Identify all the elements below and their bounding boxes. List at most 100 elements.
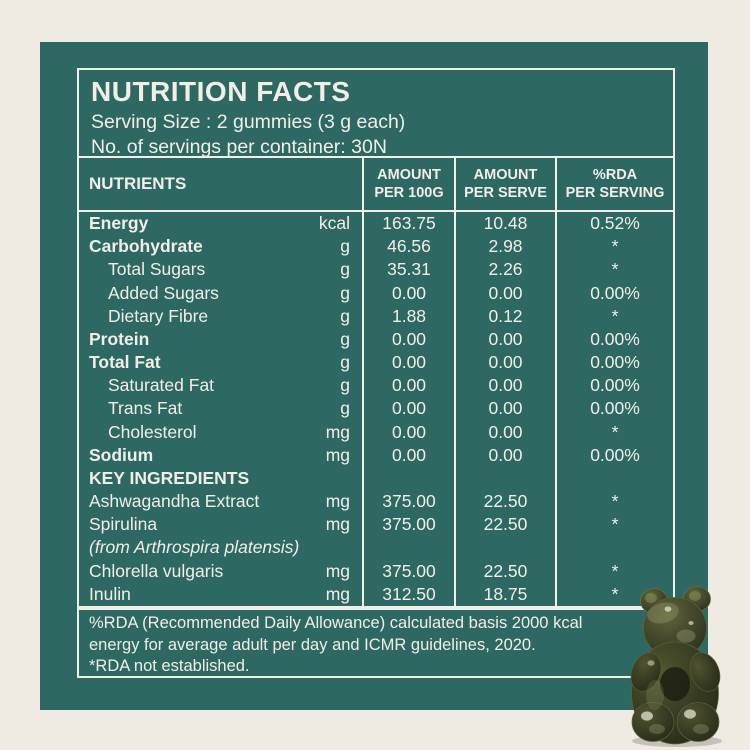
footnote-line: *RDA not established. — [89, 657, 250, 675]
nutrient-name: Added Sugars — [108, 282, 219, 303]
table-row: Sodium mg 0.00 0.00 0.00% — [79, 443, 673, 467]
nutrient-name: Saturated Fat — [108, 375, 215, 396]
value-per-serve: 22.50 — [454, 490, 555, 514]
column-header-nutrients: NUTRIENTS — [89, 174, 187, 193]
nutrient-name-cell: Energy kcal — [79, 212, 362, 235]
nutrient-name-cell: Dietary Fibre g — [79, 305, 362, 328]
table-row: Ashwagandha Extract mg 375.00 22.50 * — [79, 490, 673, 514]
value-rda: * — [555, 559, 673, 583]
value-rda: 0.00% — [555, 443, 673, 467]
rda-footnote: %RDA (Recommended Daily Allowance) calcu… — [77, 608, 675, 678]
table-header-row: NUTRIENTS AMOUNT PER 100G AMOUNT PER SER… — [79, 158, 673, 212]
nutrient-name: Sodium — [89, 444, 154, 465]
table-row: KEY INGREDIENTS — [79, 466, 673, 491]
nutrient-name-cell: Carbohydrate g — [79, 235, 362, 258]
nutrient-name-cell: Saturated Fat g — [79, 374, 362, 397]
nutrient-name: Spirulina — [89, 514, 158, 535]
column-header-amount-per-100g: AMOUNT PER 100G — [362, 158, 454, 210]
footnote-line: %RDA (Recommended Daily Allowance) calcu… — [89, 614, 583, 632]
value-rda: * — [555, 490, 673, 514]
value-rda — [555, 466, 673, 491]
table-row: Protein g 0.00 0.00 0.00% — [79, 327, 673, 352]
value-per-100g: 0.00 — [362, 420, 454, 444]
value-per-100g: 0.00 — [362, 443, 454, 467]
nutrient-name-cell: Spirulina mg — [79, 513, 362, 536]
nutrient-name-cell: Ashwagandha Extract mg — [79, 490, 362, 513]
serving-size-text: Serving Size : 2 gummies (3 g each) — [91, 111, 406, 133]
nutrient-name-cell: Cholesterol mg — [79, 421, 362, 444]
nutrient-unit: g — [340, 259, 350, 280]
value-per-serve: 0.00 — [454, 443, 555, 467]
table-row: Total Sugars g 35.31 2.26 * — [79, 258, 673, 282]
value-per-100g: 312.50 — [362, 582, 454, 606]
nutrient-name: Energy — [89, 213, 149, 233]
value-per-serve: 0.00 — [454, 420, 555, 444]
value-per-100g: 46.56 — [362, 235, 454, 259]
value-per-serve: 0.00 — [454, 374, 555, 398]
nutrient-unit: mg — [325, 491, 350, 512]
value-per-100g: 0.00 — [362, 327, 454, 352]
page-title: NUTRITION FACTS — [91, 76, 351, 107]
label-panel — [40, 42, 708, 710]
nutrient-name: Chlorella vulgaris — [89, 560, 224, 581]
value-per-100g — [362, 536, 454, 560]
nutrient-unit: kcal — [318, 213, 350, 233]
value-rda: 0.52% — [555, 212, 673, 236]
nutrient-name-cell: Sodium mg — [79, 444, 362, 467]
value-per-100g: 0.00 — [362, 374, 454, 398]
value-rda: * — [555, 304, 673, 328]
value-per-serve: 10.48 — [454, 212, 555, 236]
table-row: (from Arthrospira platensis) — [79, 536, 673, 560]
column-header-rda-per-serving: %RDA PER SERVING — [555, 158, 673, 210]
value-per-serve: 18.75 — [454, 582, 555, 606]
footnote-line: energy for average adult per day and ICM… — [89, 635, 536, 654]
nutrient-unit: g — [340, 236, 350, 257]
value-per-serve — [454, 466, 555, 491]
nutrient-unit: g — [340, 375, 350, 396]
value-rda: * — [555, 258, 673, 282]
value-per-serve: 0.12 — [454, 304, 555, 328]
value-per-100g: 375.00 — [362, 559, 454, 583]
nutrient-name-cell: Protein g — [79, 328, 362, 351]
value-rda: 0.00% — [555, 351, 673, 375]
value-per-serve: 2.26 — [454, 258, 555, 282]
nutrient-name-cell: Total Sugars g — [79, 258, 362, 281]
nutrient-unit: mg — [325, 514, 350, 535]
value-rda: 0.00% — [555, 327, 673, 352]
value-per-serve: 22.50 — [454, 513, 555, 537]
nutrient-name-cell: Inulin mg — [79, 583, 362, 606]
nutrient-unit: g — [340, 282, 350, 303]
value-rda: 0.00% — [555, 374, 673, 398]
value-per-100g: 163.75 — [362, 212, 454, 236]
value-per-serve: 2.98 — [454, 235, 555, 259]
value-per-100g: 0.00 — [362, 281, 454, 305]
nutrient-unit: mg — [325, 444, 350, 465]
value-rda: * — [555, 582, 673, 606]
nutrient-name-cell: KEY INGREDIENTS — [79, 467, 362, 490]
nutrient-unit: mg — [325, 560, 350, 581]
nutrient-name-cell: Added Sugars g — [79, 282, 362, 305]
nutrition-label-box: NUTRITION FACTS Serving Size : 2 gummies… — [77, 68, 675, 608]
nutrient-name: Dietary Fibre — [108, 305, 209, 326]
table-row: Cholesterol mg 0.00 0.00 * — [79, 420, 673, 444]
value-per-100g: 375.00 — [362, 490, 454, 514]
table-row: Total Fat g 0.00 0.00 0.00% — [79, 351, 673, 375]
nutrient-name: (from Arthrospira platensis) — [89, 537, 300, 558]
nutrient-name: Inulin — [89, 583, 131, 604]
value-rda: * — [555, 235, 673, 259]
nutrient-name: Total Fat — [89, 352, 161, 373]
table-row: Inulin mg 312.50 18.75 * — [79, 582, 673, 606]
servings-per-container-text: No. of servings per container: 30N — [91, 136, 387, 158]
nutrient-unit: g — [340, 305, 350, 326]
label-header: NUTRITION FACTS Serving Size : 2 gummies… — [79, 70, 673, 158]
value-rda: 0.00% — [555, 397, 673, 421]
table-row: Added Sugars g 0.00 0.00 0.00% — [79, 281, 673, 305]
table-row: Chlorella vulgaris mg 375.00 22.50 * — [79, 559, 673, 583]
table-row: Spirulina mg 375.00 22.50 * — [79, 513, 673, 537]
nutrient-name: Trans Fat — [108, 398, 183, 419]
nutrient-unit: g — [340, 352, 350, 373]
nutrient-name: Protein — [89, 328, 150, 349]
nutrient-unit: g — [340, 328, 350, 349]
value-per-100g: 35.31 — [362, 258, 454, 282]
nutrient-name: Cholesterol — [108, 421, 197, 442]
